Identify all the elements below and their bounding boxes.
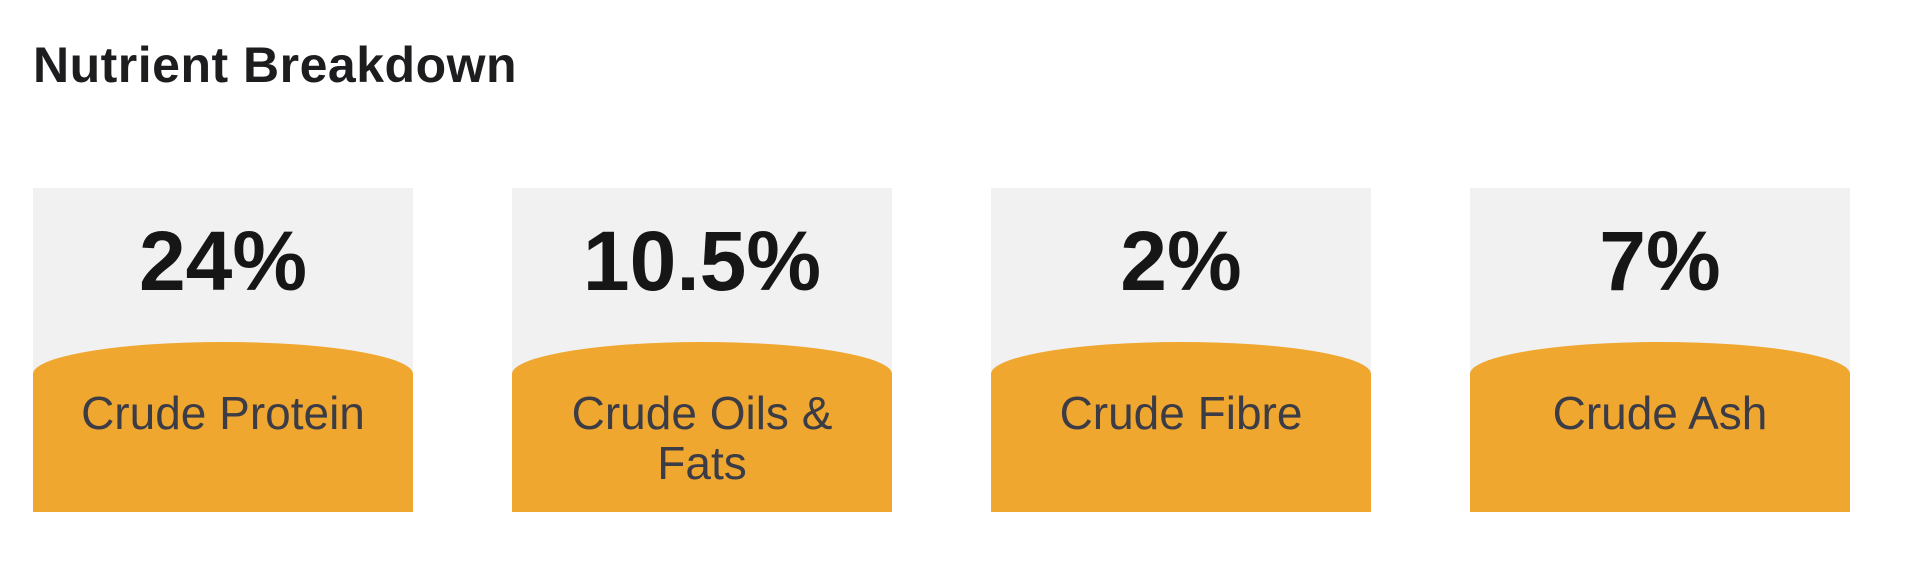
- nutrient-label: Crude Fibre: [1059, 387, 1303, 439]
- nutrient-label: Crude Protein: [81, 387, 365, 439]
- nutrient-card: 24% Crude Protein: [33, 188, 413, 512]
- nutrient-label-band: Crude Fibre: [991, 342, 1371, 512]
- nutrient-card: 2% Crude Fibre: [991, 188, 1371, 512]
- nutrient-cards-row: 24% Crude Protein 10.5% Crude Oils & Fat…: [33, 188, 1850, 512]
- nutrient-card: 7% Crude Ash: [1470, 188, 1850, 512]
- nutrient-value: 7%: [1599, 214, 1721, 308]
- nutrient-label-band: Crude Ash: [1470, 342, 1850, 512]
- nutrient-value: 2%: [1120, 214, 1242, 308]
- nutrient-label-band: Crude Oils & Fats: [512, 342, 892, 512]
- nutrient-card: 10.5% Crude Oils & Fats: [512, 188, 892, 512]
- nutrient-label: Crude Oils & Fats: [571, 387, 833, 489]
- nutrient-value: 24%: [138, 214, 308, 308]
- nutrient-label: Crude Ash: [1552, 387, 1768, 439]
- page-title: Nutrient Breakdown: [33, 37, 518, 93]
- nutrient-value: 10.5%: [582, 214, 822, 308]
- nutrient-label-band: Crude Protein: [33, 342, 413, 512]
